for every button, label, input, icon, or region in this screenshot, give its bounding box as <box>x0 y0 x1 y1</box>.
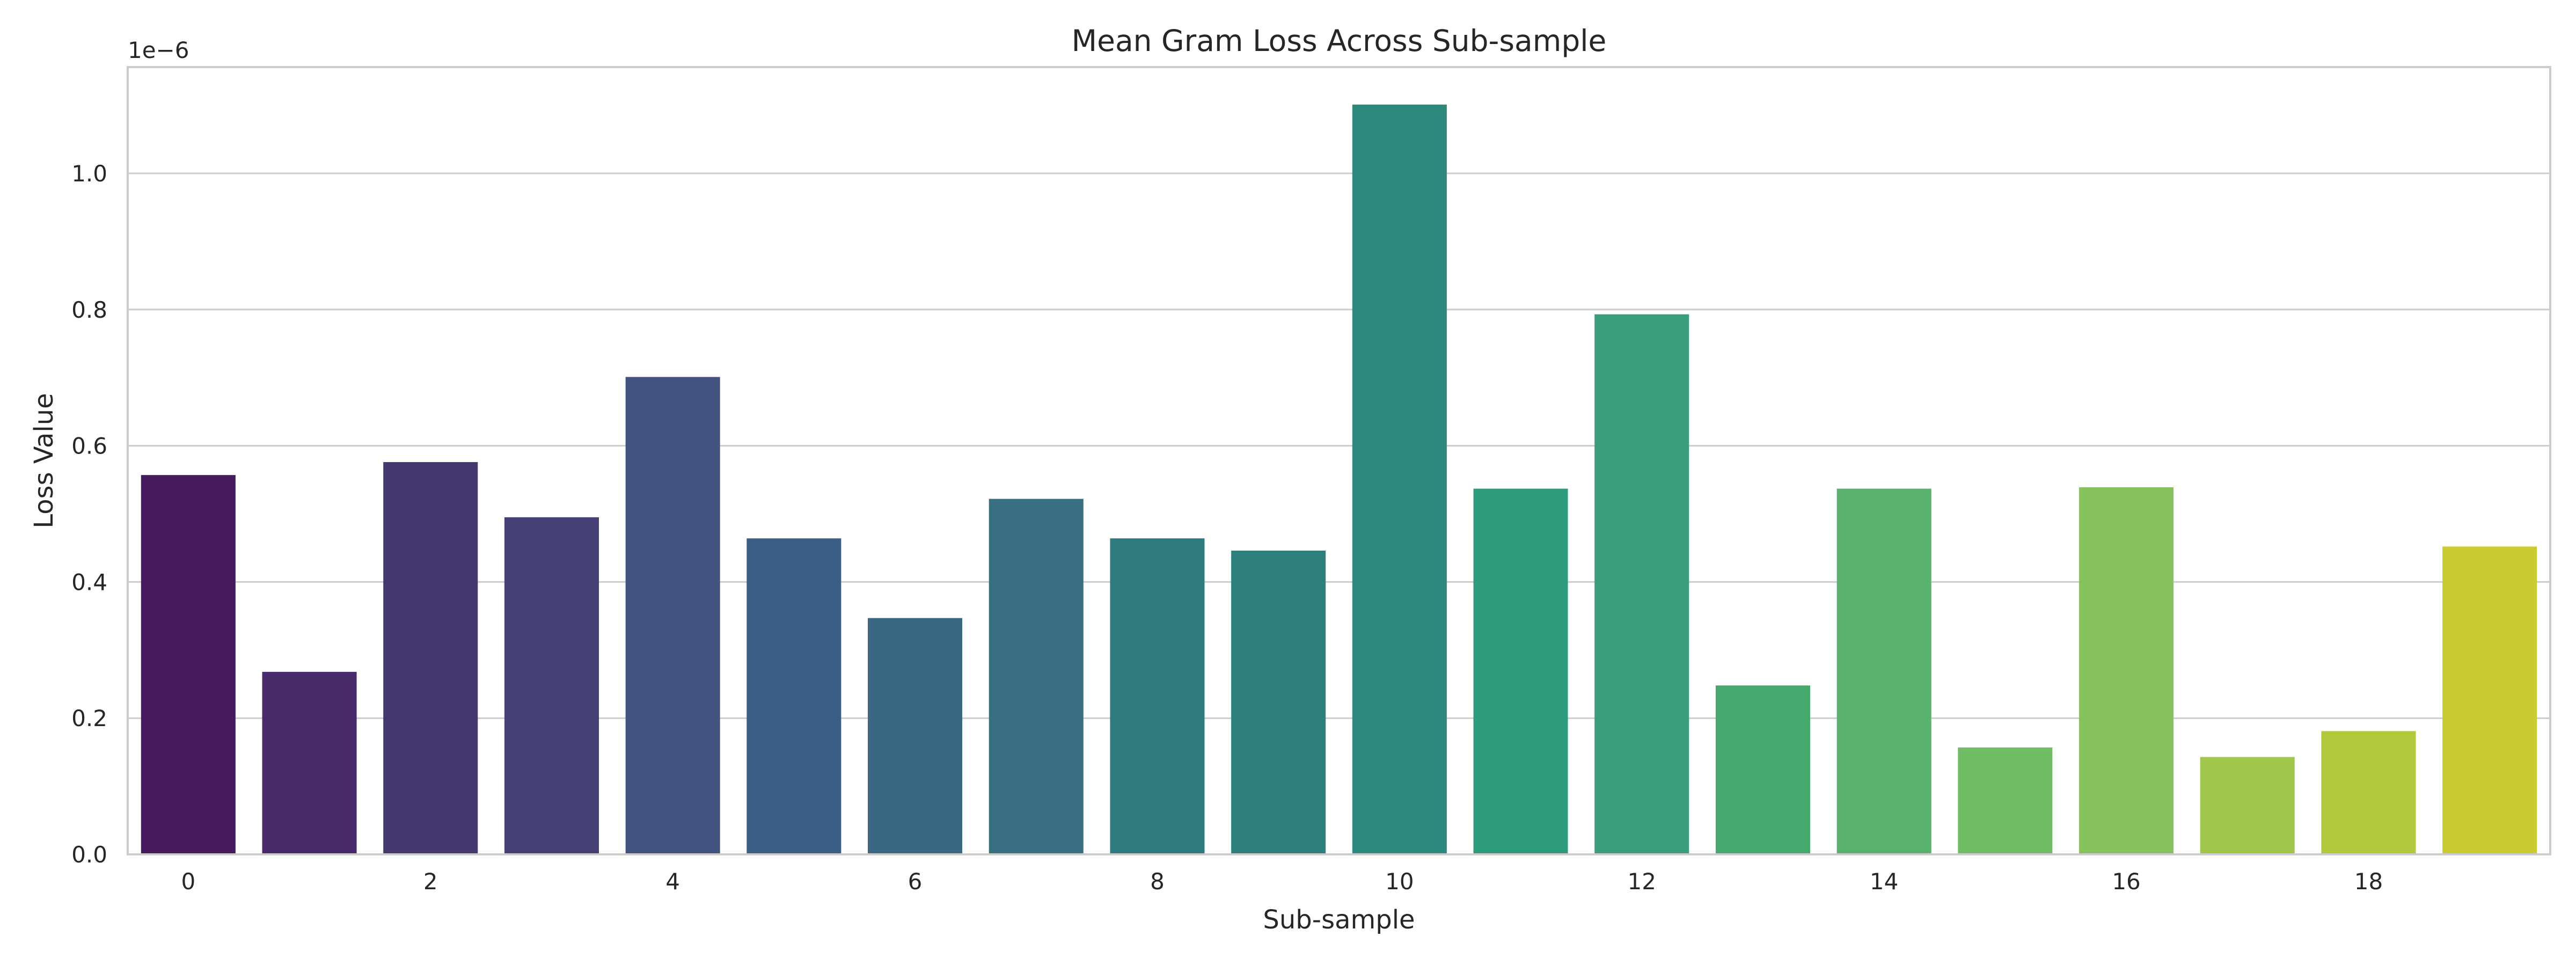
bar-4 <box>625 377 720 854</box>
bar-3 <box>504 517 599 854</box>
y-tick-label: 0.6 <box>71 433 107 459</box>
bar-7 <box>989 499 1084 854</box>
grid-lines <box>128 172 2550 855</box>
plot-frame <box>127 66 2551 855</box>
bar-14 <box>1836 488 1931 854</box>
bar-19 <box>2442 546 2537 854</box>
bar-10 <box>1352 104 1447 854</box>
bar-6 <box>868 618 963 854</box>
bar-8 <box>1110 538 1205 854</box>
x-tick-label: 10 <box>1385 868 1414 895</box>
bar-15 <box>1958 747 2053 854</box>
x-tick-label: 16 <box>2112 868 2140 895</box>
bar-13 <box>1715 685 1810 854</box>
bar-2 <box>383 462 478 854</box>
x-tick-label: 6 <box>908 868 923 895</box>
x-tick-label: 14 <box>1870 868 1898 895</box>
bars <box>141 104 2537 854</box>
x-tick-label: 0 <box>181 868 195 895</box>
bar-11 <box>1473 488 1568 854</box>
y-tick-label: 0.8 <box>71 297 107 323</box>
y-axis-label: Loss Value <box>29 393 59 528</box>
bar-1 <box>262 671 357 854</box>
bar-0 <box>141 475 236 854</box>
bar-18 <box>2321 731 2416 854</box>
bar-17 <box>2200 757 2295 854</box>
y-tick-label: 0.2 <box>71 705 107 731</box>
bar-12 <box>1594 314 1689 854</box>
x-tick-label: 4 <box>665 868 680 895</box>
x-tick-labels: 0 2 4 6 8 10 12 14 16 18 <box>181 868 2383 895</box>
chart-title: Mean Gram Loss Across Sub-sample <box>1072 24 1607 58</box>
y-tick-labels: 0.0 0.2 0.4 0.6 0.8 1.0 <box>71 160 107 868</box>
y-tick-label: 0.4 <box>71 569 107 595</box>
x-axis-label: Sub-sample <box>1263 905 1415 935</box>
y-tick-label: 1.0 <box>71 160 107 187</box>
x-tick-label: 12 <box>1628 868 1656 895</box>
x-tick-label: 18 <box>2354 868 2383 895</box>
x-tick-label: 2 <box>423 868 438 895</box>
x-tick-label: 8 <box>1150 868 1165 895</box>
bar-5 <box>747 538 841 854</box>
bar-16 <box>2079 487 2174 854</box>
y-axis-offset-label: 1e−6 <box>128 37 189 63</box>
y-tick-label: 0.0 <box>71 841 107 868</box>
bar-9 <box>1231 551 1326 854</box>
